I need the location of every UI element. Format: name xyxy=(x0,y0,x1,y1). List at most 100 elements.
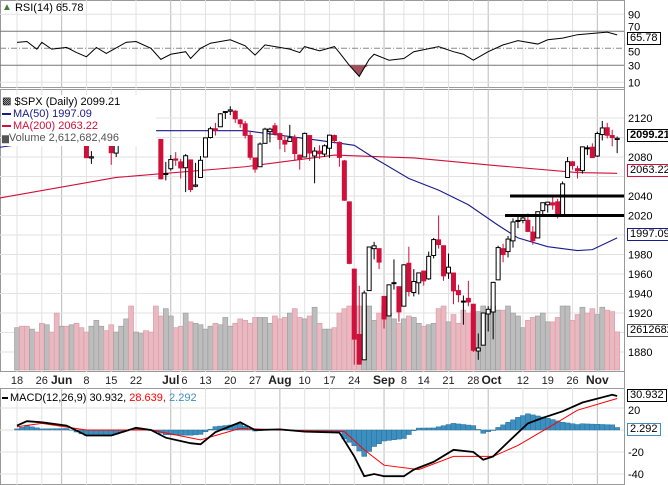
macd-histogram-bar xyxy=(445,424,452,431)
price-tick-label: 1920 xyxy=(628,308,652,320)
candlestick xyxy=(346,201,352,265)
volume-bar xyxy=(58,325,65,371)
candle-body xyxy=(401,264,407,307)
candlestick xyxy=(331,134,337,144)
volume-bar xyxy=(232,322,239,371)
volume-bar xyxy=(599,306,606,371)
date-tick-label: Oct xyxy=(481,373,501,387)
candle-body xyxy=(525,219,531,232)
candlestick xyxy=(317,145,323,159)
candlestick xyxy=(242,120,248,139)
macd-histogram-bar xyxy=(376,429,382,444)
price-tick-label: 1880 xyxy=(628,347,652,359)
candle-body xyxy=(431,239,437,256)
volume-bar xyxy=(465,312,472,371)
volume-bar xyxy=(167,315,174,371)
macd-tick-label: -20 xyxy=(628,447,644,459)
candle-body xyxy=(193,184,199,187)
volume-bar xyxy=(182,312,189,371)
volume-bar xyxy=(554,317,561,371)
volume-bar xyxy=(217,324,224,371)
date-tick-label: 6 xyxy=(181,375,187,387)
candlestick xyxy=(247,130,253,160)
date-tick-label: 18 xyxy=(11,375,23,387)
volume-bar xyxy=(430,322,437,371)
volume-bar xyxy=(559,305,566,371)
candlestick xyxy=(550,196,556,210)
macd-histogram-bar xyxy=(19,427,25,431)
candlestick xyxy=(500,243,506,263)
candle-body xyxy=(495,247,501,281)
candle-body xyxy=(227,109,233,112)
candle-body xyxy=(485,308,491,315)
macd-histogram-bar xyxy=(435,426,442,431)
macd-histogram-bar xyxy=(430,427,437,431)
price-tick-label: 1980 xyxy=(628,250,652,262)
candle-body xyxy=(297,154,303,160)
candlestick xyxy=(470,303,476,352)
volume-bar xyxy=(321,328,328,371)
candle-body xyxy=(366,246,372,292)
macd-histogram-bar xyxy=(411,429,417,431)
candlestick xyxy=(480,312,486,346)
candle-body xyxy=(302,132,308,158)
volume-bar xyxy=(267,322,273,371)
macd-histogram-bar xyxy=(177,429,184,436)
candlestick xyxy=(436,215,442,249)
date-tick-label: 10 xyxy=(299,375,311,387)
volume-bar xyxy=(520,327,526,371)
volume-bar xyxy=(584,312,591,371)
candle-body xyxy=(535,211,541,239)
date-tick-label: 24 xyxy=(348,375,360,387)
volume-bar xyxy=(272,315,278,371)
separator: , xyxy=(162,392,166,405)
candlestick xyxy=(460,295,466,325)
volume-bar xyxy=(609,311,616,371)
volume-bar xyxy=(495,309,501,371)
macd-swatch-icon xyxy=(2,397,8,400)
volume-bar xyxy=(440,305,447,371)
volume-bar xyxy=(123,318,129,371)
volume-bar xyxy=(252,317,258,371)
candlestick xyxy=(540,202,546,215)
candle-body xyxy=(411,281,417,294)
macd-histogram-bar xyxy=(589,423,596,431)
macd-panel xyxy=(0,388,625,485)
volume-bar xyxy=(415,322,422,371)
candlestick xyxy=(599,120,605,141)
macd-histogram-bar xyxy=(48,428,55,431)
volume-bar xyxy=(500,309,506,371)
candlestick xyxy=(441,245,447,281)
volume-bar xyxy=(133,331,139,371)
macd-histogram-bar xyxy=(58,428,65,431)
candlestick xyxy=(183,154,189,193)
macd-histogram-bar xyxy=(440,425,447,431)
macd-histogram-bar xyxy=(371,429,377,447)
candlestick xyxy=(356,285,362,365)
candlestick xyxy=(376,248,382,270)
volume-bar xyxy=(93,320,100,371)
macd-histogram-bar xyxy=(515,417,521,431)
date-tick-label: 22 xyxy=(130,375,142,387)
candlestick xyxy=(411,269,417,297)
macd-histogram-bar xyxy=(609,424,615,431)
candle-body xyxy=(426,255,432,280)
candlestick xyxy=(212,122,218,136)
volume-bar xyxy=(118,325,124,371)
volume-bar xyxy=(549,321,556,371)
candlestick xyxy=(287,124,293,142)
ma200-label: MA(200) 2063.22 xyxy=(13,120,98,133)
macd-histogram-bar xyxy=(579,423,586,431)
volume-bar xyxy=(286,312,293,371)
candle-body xyxy=(371,245,377,250)
volume-bar xyxy=(227,325,234,371)
candlestick xyxy=(88,151,94,164)
candle-body xyxy=(237,119,243,125)
rsi-tick-label: 10 xyxy=(628,77,640,89)
candle-body xyxy=(470,303,476,351)
volume-bar xyxy=(525,320,531,371)
volume-bar xyxy=(336,312,343,371)
volume-bar xyxy=(197,324,204,371)
volume-bar xyxy=(53,312,60,371)
candlestick xyxy=(455,284,461,303)
